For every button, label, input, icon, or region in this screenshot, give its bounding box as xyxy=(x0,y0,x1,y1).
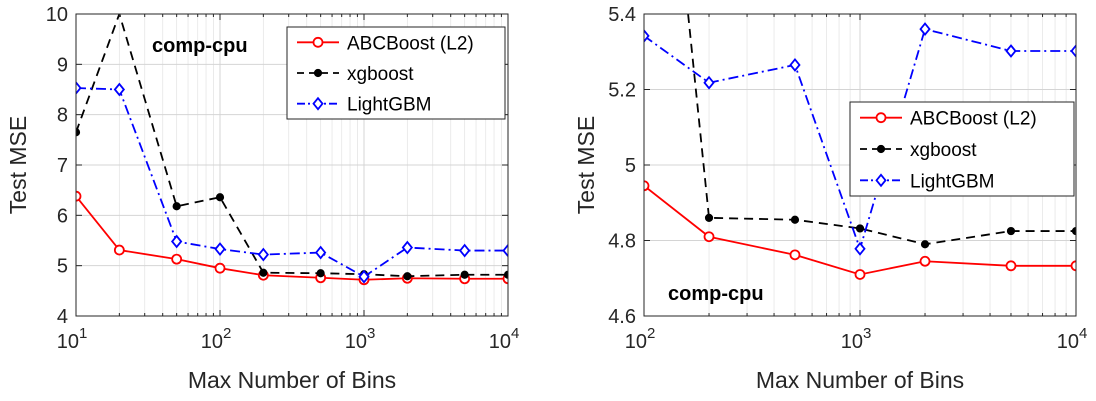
data-point xyxy=(113,244,125,256)
data-point xyxy=(460,270,469,279)
series-line xyxy=(76,195,508,281)
data-point xyxy=(215,193,225,202)
y-tick-label: 10 xyxy=(46,4,68,26)
data-point xyxy=(170,234,183,249)
x-tick-label: 102 xyxy=(625,325,656,353)
y-tick-label: 4.8 xyxy=(608,231,636,253)
data-point xyxy=(920,240,930,249)
legend-entry: ABCBoost (L2) xyxy=(347,33,474,54)
data-point xyxy=(855,224,865,233)
legend-entry: xgboost xyxy=(910,140,977,161)
data-point xyxy=(214,262,226,274)
y-tick-label: 5.4 xyxy=(608,4,636,26)
series-3 xyxy=(644,22,1076,256)
x-tick-label: 102 xyxy=(201,325,232,353)
legend-swatch-marker xyxy=(313,68,323,78)
legend-entry: ABCBoost (L2) xyxy=(910,109,1037,130)
y-tick-label: 5 xyxy=(625,155,636,177)
x-tick-label: 104 xyxy=(489,325,520,353)
chart-panel-1: 101 102 103 104 4 5 6 7 8 9 10 Max Number of Bins Te… xyxy=(5,4,519,393)
series-2 xyxy=(687,14,1076,249)
legend-entry: LightGBM xyxy=(347,95,431,116)
series-3 xyxy=(76,81,508,284)
y-tick-label: 4 xyxy=(57,306,68,328)
x-tick-label: 103 xyxy=(841,325,872,353)
data-point xyxy=(703,231,715,243)
data-point xyxy=(214,242,226,256)
data-point xyxy=(703,75,715,90)
data-point xyxy=(854,241,866,256)
legend-swatch-marker xyxy=(312,96,324,111)
data-point xyxy=(458,243,471,258)
y-tick-label: 5 xyxy=(57,256,68,278)
data-point xyxy=(644,180,650,192)
legend-swatch-marker xyxy=(875,173,887,188)
chart-panel-2: 102 103 104 4.6 4.8 5 5.2 5.4 Max Number of Bins… xyxy=(573,4,1087,393)
data-point xyxy=(358,269,370,284)
legend-swatch-marker xyxy=(875,112,887,124)
chart-annotation: comp-cpu xyxy=(668,283,764,305)
tick-marks xyxy=(75,13,509,317)
y-tick-label: 9 xyxy=(57,54,68,76)
data-point xyxy=(644,28,650,43)
y-tick-label: 4.6 xyxy=(608,306,636,328)
x-axis-label: Max Number of Bins xyxy=(756,367,964,393)
data-point xyxy=(789,58,801,72)
data-point xyxy=(1005,260,1017,272)
chart-annotation: comp-cpu xyxy=(152,35,248,57)
series-line xyxy=(76,14,508,278)
data-point xyxy=(257,247,270,262)
x-tick-label: 103 xyxy=(345,325,376,353)
tick-marks xyxy=(643,13,1077,317)
y-axis-label: Test MSE xyxy=(573,116,599,214)
y-tick-label: 7 xyxy=(57,155,68,177)
y-tick-label: 8 xyxy=(57,105,68,127)
series-1 xyxy=(644,180,1076,280)
x-tick-label: 101 xyxy=(57,325,88,353)
legend-entry: LightGBM xyxy=(910,171,994,192)
legend-swatch-marker xyxy=(876,144,886,154)
data-point xyxy=(316,269,325,278)
y-axis-label: Test MSE xyxy=(5,116,31,214)
data-point xyxy=(1070,260,1076,272)
data-point xyxy=(1070,44,1076,58)
x-axis-label: Max Number of Bins xyxy=(188,367,396,393)
data-point xyxy=(790,215,800,224)
legend: ABCBoost (L2) xgboost LightGBM xyxy=(286,26,506,120)
data-point xyxy=(919,255,931,267)
data-point xyxy=(76,81,82,95)
data-point xyxy=(1006,226,1016,236)
data-point xyxy=(113,82,126,97)
data-point xyxy=(171,253,183,265)
data-point xyxy=(1071,226,1076,236)
data-point xyxy=(789,249,801,261)
data-point xyxy=(259,268,268,277)
data-point xyxy=(401,240,414,255)
data-point xyxy=(172,202,181,211)
y-tick-label: 6 xyxy=(57,205,68,227)
legend: ABCBoost (L2) xgboost LightGBM xyxy=(849,101,1075,197)
data-point xyxy=(919,22,931,37)
data-point xyxy=(704,213,714,222)
data-point xyxy=(502,243,508,258)
x-tick-label: 104 xyxy=(1057,325,1088,353)
y-tick-label: 5.2 xyxy=(608,80,636,102)
data-point xyxy=(314,245,327,260)
legend-entry: xgboost xyxy=(347,64,414,85)
data-point xyxy=(1005,44,1017,58)
data-point xyxy=(76,190,82,202)
data-point xyxy=(403,272,412,281)
legend-swatch-marker xyxy=(312,36,324,48)
data-point xyxy=(854,269,866,280)
series-line xyxy=(76,87,508,278)
